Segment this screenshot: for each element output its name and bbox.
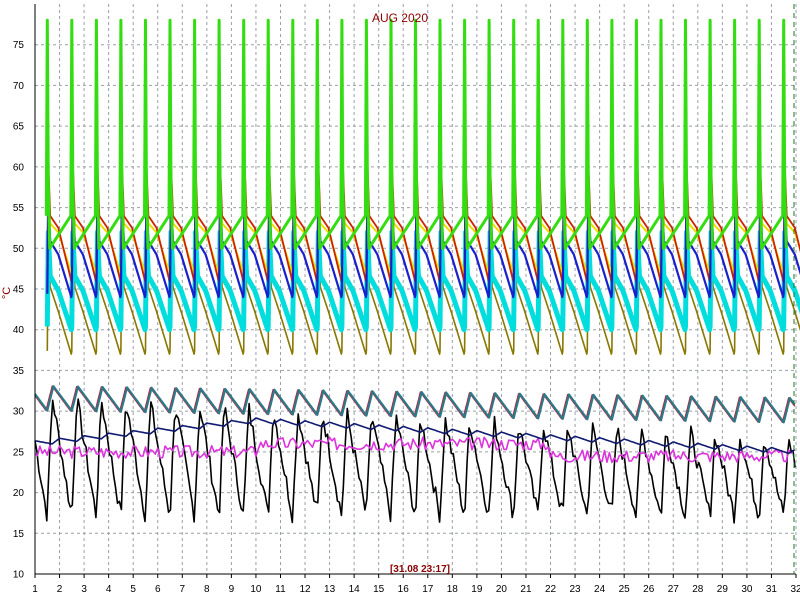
- x-tick-label: 27: [668, 584, 680, 595]
- series-navy: [34, 417, 796, 455]
- x-tick-label: 17: [422, 584, 434, 595]
- axes: 1 2 3 4 5 6 7 8 9 10 11 12 13 14 15 16 17 18 19 20 21 22 23 24 2…: [13, 4, 800, 595]
- x-tick-label: 30: [741, 584, 753, 595]
- x-tick-label: 1: [32, 584, 38, 595]
- y-tick-label: 40: [13, 325, 25, 336]
- x-tick-label: 22: [545, 584, 557, 595]
- x-tick-label: 24: [594, 584, 606, 595]
- x-tick-label: 15: [373, 584, 385, 595]
- y-tick-label: 25: [13, 447, 25, 458]
- y-tick-label: 35: [13, 366, 25, 377]
- x-tick-label: 5: [130, 584, 136, 595]
- x-tick-label: 6: [155, 584, 161, 595]
- x-tick-label: 26: [643, 584, 655, 595]
- series-teal: [34, 385, 796, 424]
- x-tick-label: 8: [204, 584, 210, 595]
- y-tick-label: 15: [13, 529, 25, 540]
- x-tick-label: 25: [619, 584, 631, 595]
- x-tick-label: 29: [717, 584, 729, 595]
- y-tick-label: 30: [13, 407, 25, 418]
- timestamp-label: [31.08 23:17]: [390, 564, 450, 575]
- y-tick-label: 20: [13, 488, 25, 499]
- chart-title: AUG 2020: [372, 11, 428, 25]
- x-tick-label: 2: [57, 584, 63, 595]
- series-magenta: [34, 436, 795, 464]
- series-group: [34, 18, 800, 524]
- x-tick-label: 32: [790, 584, 800, 595]
- x-tick-label: 23: [570, 584, 582, 595]
- x-tick-label: 28: [692, 584, 704, 595]
- x-tick-label: 12: [299, 584, 311, 595]
- x-tick-label: 14: [349, 584, 361, 595]
- x-tick-label: 9: [229, 584, 235, 595]
- x-tick-label: 3: [81, 584, 87, 595]
- y-tick-label: 55: [13, 203, 25, 214]
- x-tick-label: 18: [447, 584, 459, 595]
- x-tick-label: 11: [275, 584, 286, 595]
- y-tick-label: 50: [13, 244, 25, 255]
- x-tick-label: 31: [766, 584, 778, 595]
- x-tick-label: 7: [180, 584, 186, 595]
- x-tick-label: 4: [106, 584, 112, 595]
- y-tick-label: 75: [13, 40, 25, 51]
- y-axis-unit: °C: [1, 287, 13, 299]
- x-tick-label: 13: [324, 584, 336, 595]
- y-tick-label: 70: [13, 81, 25, 92]
- y-tick-label: 10: [13, 570, 25, 581]
- y-tick-label: 65: [13, 122, 25, 133]
- x-tick-label: 10: [250, 584, 262, 595]
- y-tick-label: 60: [13, 162, 25, 173]
- series-green: [44, 18, 788, 250]
- x-tick-label: 20: [496, 584, 508, 595]
- y-tick-label: 45: [13, 285, 25, 296]
- x-tick-label: 19: [471, 584, 483, 595]
- x-tick-label: 16: [398, 584, 410, 595]
- x-tick-label: 21: [520, 584, 532, 595]
